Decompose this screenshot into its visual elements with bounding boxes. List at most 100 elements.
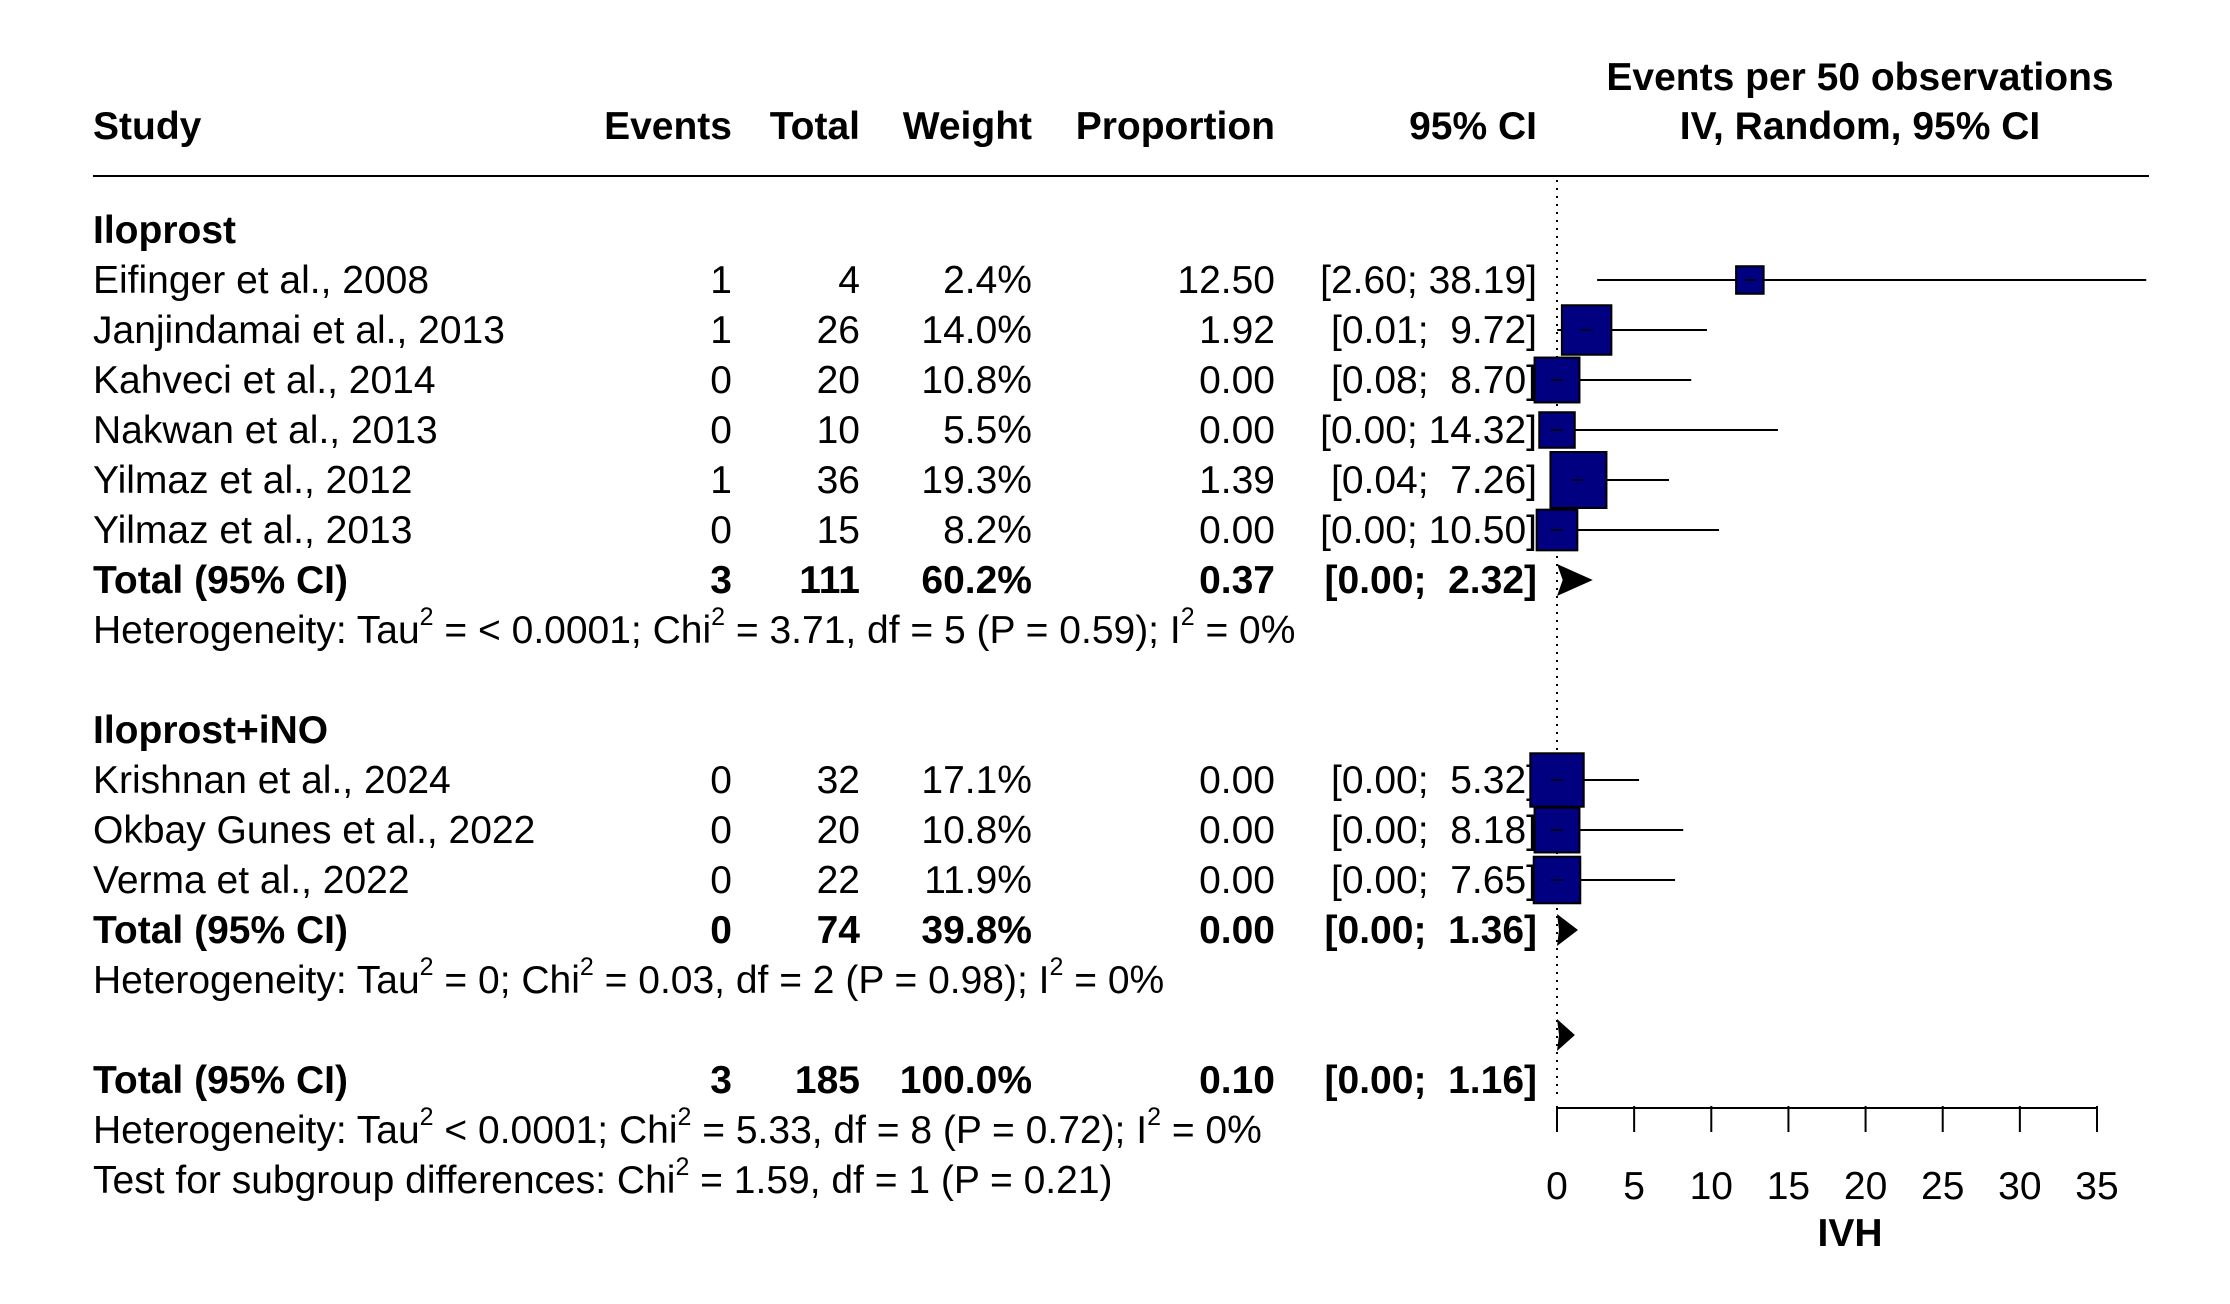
heterogeneity-text: Heterogeneity: Tau2 = 0; Chi2 = 0.03, df…: [93, 953, 1165, 1002]
study-proportion: 0.00: [1199, 409, 1275, 452]
study-events: 0: [710, 809, 732, 852]
x-tick-label: 25: [1921, 1165, 1964, 1208]
study-events: 0: [710, 759, 732, 802]
x-tick-label: 30: [1998, 1165, 2041, 1208]
study-ci: [0.04; 7.26]: [1331, 459, 1537, 502]
study-total: 26: [816, 309, 860, 352]
total-ci: [0.00; 1.36]: [1324, 909, 1537, 952]
study-proportion: 0.00: [1199, 509, 1275, 552]
study-ci: [0.01; 9.72]: [1331, 309, 1537, 352]
study-weight: 14.0%: [921, 309, 1032, 352]
study-weight: 5.5%: [943, 409, 1032, 452]
study-weight: 10.8%: [921, 809, 1032, 852]
overall-label: Total (95% CI): [93, 1059, 348, 1102]
total-events: 0: [710, 909, 732, 952]
study-name: Eifinger et al., 2008: [93, 259, 430, 302]
group-title: Iloprost: [93, 209, 236, 252]
header-study: Study: [93, 105, 202, 148]
study-box: [1735, 265, 1765, 295]
study-weight: 17.1%: [921, 759, 1032, 802]
total-label: Total (95% CI): [93, 909, 348, 952]
study-proportion: 0.00: [1199, 859, 1275, 902]
overall-proportion: 0.10: [1199, 1059, 1275, 1102]
study-ci: [2.60; 38.19]: [1320, 259, 1537, 302]
total-proportion: 0.37: [1199, 559, 1275, 602]
header-weight: Weight: [902, 105, 1032, 148]
study-ci: [0.00; 8.18]: [1331, 809, 1537, 852]
study-proportion: 0.00: [1199, 759, 1275, 802]
x-tick-label: 10: [1690, 1165, 1733, 1208]
total-weight: 39.8%: [921, 909, 1032, 952]
study-name: Verma et al., 2022: [93, 859, 410, 902]
study-total: 4: [838, 259, 860, 302]
study-proportion: 1.92: [1199, 309, 1275, 352]
study-name: Yilmaz et al., 2013: [93, 509, 413, 552]
x-tick-label: 5: [1623, 1165, 1645, 1208]
total-weight: 60.2%: [921, 559, 1032, 602]
study-events: 0: [710, 509, 732, 552]
study-total: 22: [816, 859, 860, 902]
study-total: 20: [816, 359, 860, 402]
x-tick-label: 35: [2075, 1165, 2118, 1208]
header-plot-line1: Events per 50 observations: [1606, 56, 2114, 99]
study-ci: [0.00; 7.65]: [1331, 859, 1537, 902]
study-proportion: 1.39: [1199, 459, 1275, 502]
total-events: 3: [710, 559, 732, 602]
study-name: Nakwan et al., 2013: [93, 409, 438, 452]
study-proportion: 0.00: [1199, 359, 1275, 402]
study-events: 0: [710, 359, 732, 402]
study-total: 32: [816, 759, 860, 802]
total-total: 74: [816, 909, 860, 952]
x-tick-label: 20: [1844, 1165, 1887, 1208]
summary-diamond: [1557, 914, 1578, 946]
study-box: [1549, 451, 1608, 509]
header-events: Events: [604, 105, 732, 148]
study-name: Kahveci et al., 2014: [93, 359, 436, 402]
study-name: Okbay Gunes et al., 2022: [93, 809, 536, 852]
overall-events: 3: [710, 1059, 732, 1102]
study-weight: 11.9%: [924, 859, 1032, 902]
header-divider: [93, 175, 2149, 177]
heterogeneity-text: Heterogeneity: Tau2 = < 0.0001; Chi2 = 3…: [93, 603, 1296, 652]
header-plot-line2: IV, Random, 95% CI: [1679, 105, 2041, 148]
study-total: 10: [816, 409, 860, 452]
overall-weight: 100.0%: [899, 1059, 1032, 1102]
study-weight: 10.8%: [921, 359, 1032, 402]
overall-total: 185: [794, 1059, 860, 1102]
x-tick-label: 0: [1546, 1165, 1568, 1208]
study-events: 0: [710, 859, 732, 902]
total-total: 111: [799, 559, 860, 602]
study-total: 20: [816, 809, 860, 852]
study-weight: 19.3%: [921, 459, 1032, 502]
total-ci: [0.00; 2.32]: [1324, 559, 1537, 602]
study-proportion: 12.50: [1177, 259, 1275, 302]
study-total: 15: [816, 509, 860, 552]
header-proportion: Proportion: [1075, 105, 1275, 148]
study-ci: [0.00; 5.32]: [1331, 759, 1537, 802]
study-ci: [0.08; 8.70]: [1331, 359, 1537, 402]
study-name: Krishnan et al., 2024: [93, 759, 451, 802]
group-title: Iloprost+iNO: [93, 709, 329, 752]
header-ci: 95% CI: [1409, 105, 1537, 148]
total-proportion: 0.00: [1199, 909, 1275, 952]
study-events: 1: [710, 259, 732, 302]
study-total: 36: [816, 459, 860, 502]
study-events: 1: [710, 309, 732, 352]
study-weight: 2.4%: [943, 259, 1032, 302]
x-tick-label: 15: [1767, 1165, 1810, 1208]
study-proportion: 0.00: [1199, 809, 1275, 852]
overall-heterogeneity-text: Heterogeneity: Tau2 < 0.0001; Chi2 = 5.3…: [93, 1103, 1262, 1152]
x-axis-label: IVH: [1817, 1212, 1883, 1255]
total-label: Total (95% CI): [93, 559, 348, 602]
study-name: Yilmaz et al., 2012: [93, 459, 413, 502]
summary-diamond: [1557, 1019, 1575, 1051]
study-ci: [0.00; 14.32]: [1320, 409, 1537, 452]
study-ci: [0.00; 10.50]: [1320, 509, 1537, 552]
summary-diamond: [1557, 564, 1593, 596]
study-name: Janjindamai et al., 2013: [93, 309, 505, 352]
header-total: Total: [769, 105, 860, 148]
overall-ci: [0.00; 1.16]: [1324, 1059, 1537, 1102]
subgroup-test-text: Test for subgroup differences: Chi2 = 1.…: [93, 1153, 1113, 1202]
